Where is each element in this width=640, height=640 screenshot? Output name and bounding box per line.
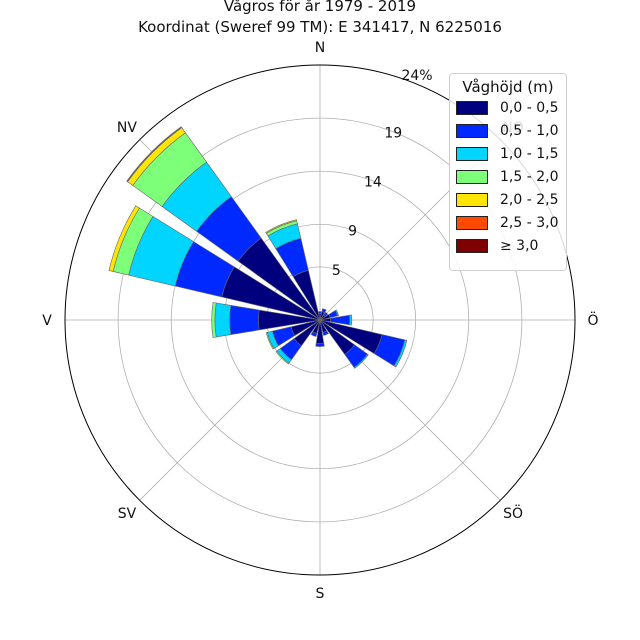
direction-label: V bbox=[42, 313, 52, 329]
legend-swatch bbox=[456, 146, 488, 161]
legend-label: 1,0 - 1,5 bbox=[500, 145, 559, 162]
rose-bar-segment bbox=[334, 309, 339, 317]
legend-swatch bbox=[456, 123, 488, 138]
direction-label: Ö bbox=[587, 311, 598, 329]
rose-bar-segment bbox=[214, 302, 232, 338]
rose-bars bbox=[108, 126, 408, 369]
legend-label: ≥ 3,0 bbox=[500, 237, 539, 254]
rose-bar-segment bbox=[126, 126, 182, 182]
direction-label: SÖ bbox=[503, 504, 523, 522]
legend-item: 0,5 - 1,0 bbox=[450, 119, 566, 142]
legend-label: 2,0 - 2,5 bbox=[500, 191, 559, 208]
rose-bar-segment bbox=[321, 308, 327, 314]
legend-title: Våghöjd (m) bbox=[462, 78, 554, 96]
legend-item: ≥ 3,0 bbox=[450, 234, 566, 257]
legend-swatch bbox=[456, 238, 488, 253]
legend-item: 1,5 - 2,0 bbox=[450, 165, 566, 188]
chart-subtitle: Koordinat (Sweref 99 TM): E 341417, N 62… bbox=[138, 18, 502, 36]
rose-bar-segment bbox=[108, 205, 140, 272]
rose-bar-segment bbox=[349, 314, 353, 326]
legend-swatch bbox=[456, 100, 488, 115]
rose-bar-segment bbox=[353, 353, 369, 369]
legend-swatch bbox=[456, 169, 488, 184]
radial-tick-label: 19 bbox=[384, 125, 402, 141]
legend: Våghöjd (m) 0,0 - 0,5 0,5 - 1,0 1,0 - 1,5 1… bbox=[449, 73, 567, 271]
legend-item: 2,5 - 3,0 bbox=[450, 211, 566, 234]
rose-bar-segment bbox=[315, 342, 325, 347]
legend-label: 1,5 - 2,0 bbox=[500, 168, 559, 185]
rose-bar-segment bbox=[229, 305, 260, 335]
legend-label: 2,5 - 3,0 bbox=[500, 214, 559, 231]
direction-label: N bbox=[315, 40, 325, 56]
legend-label: 0,0 - 0,5 bbox=[500, 99, 559, 116]
rose-bar-segment bbox=[211, 302, 217, 338]
radial-ticks: 5 9 14 19 24% bbox=[332, 68, 433, 279]
rose-bar-segment bbox=[318, 311, 322, 315]
direction-label: SV bbox=[118, 506, 137, 522]
radial-tick-label: 14 bbox=[364, 175, 382, 191]
rose-bar-segment bbox=[265, 332, 275, 350]
legend-swatch bbox=[456, 215, 488, 230]
outer-circle bbox=[64, 64, 576, 576]
radial-tick-label: 5 bbox=[332, 263, 341, 279]
rose-bar-segment bbox=[322, 330, 329, 336]
radial-tick-label: 9 bbox=[348, 224, 357, 240]
legend-item: 2,0 - 2,5 bbox=[450, 188, 566, 211]
chart-title: Vågros för år 1979 - 2019 bbox=[223, 0, 417, 15]
legend-swatch bbox=[456, 192, 488, 207]
direction-label: NV bbox=[117, 120, 137, 136]
legend-item: 1,0 - 1,5 bbox=[450, 142, 566, 165]
legend-item: 0,0 - 0,5 bbox=[450, 96, 566, 119]
legend-label: 0,5 - 1,0 bbox=[500, 122, 559, 139]
rose-bar-segment bbox=[323, 311, 329, 317]
direction-label: S bbox=[316, 586, 325, 602]
radial-tick-label: 24% bbox=[401, 68, 432, 84]
rose-bar-segment bbox=[275, 350, 290, 365]
rose-bar-segment bbox=[310, 331, 318, 337]
rose-bar-segment bbox=[393, 339, 408, 368]
rose-bar-segment bbox=[265, 219, 298, 234]
